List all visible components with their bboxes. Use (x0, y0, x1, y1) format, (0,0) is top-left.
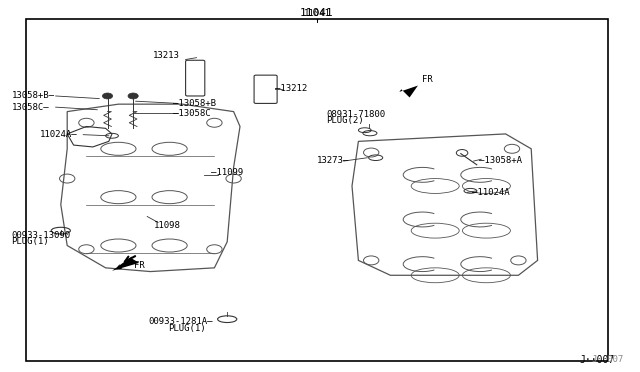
Text: —11024A: —11024A (472, 188, 510, 197)
Text: FR: FR (134, 262, 145, 270)
Text: —11099: —11099 (211, 169, 243, 177)
Text: 11041: 11041 (303, 9, 330, 18)
Text: 13058+B—: 13058+B— (12, 92, 54, 100)
Polygon shape (399, 86, 418, 97)
Polygon shape (112, 256, 140, 271)
Text: 13273—: 13273— (317, 156, 349, 165)
Circle shape (102, 93, 113, 99)
Text: 11098: 11098 (154, 221, 180, 230)
Text: —13212: —13212 (275, 84, 307, 93)
Text: PLUG(2): PLUG(2) (326, 116, 364, 125)
Text: 08931-71800: 08931-71800 (326, 110, 385, 119)
Text: 11024A—: 11024A— (40, 130, 77, 139)
Text: 00933-13090: 00933-13090 (12, 231, 70, 240)
Text: J··007: J··007 (579, 355, 614, 365)
Text: 13213: 13213 (153, 51, 180, 60)
Text: PLUG(1): PLUG(1) (168, 324, 205, 333)
Text: 11041: 11041 (300, 8, 333, 18)
Text: —13058+A: —13058+A (479, 156, 522, 165)
Text: J··007: J··007 (592, 355, 624, 364)
Text: 00933-1281A—: 00933-1281A— (148, 317, 213, 326)
Text: —13058+B: —13058+B (173, 99, 216, 108)
Text: FR: FR (422, 75, 433, 84)
Text: 13058C—: 13058C— (12, 103, 49, 112)
Text: PLUG(1): PLUG(1) (12, 237, 49, 246)
Text: —13058C: —13058C (173, 109, 211, 118)
Circle shape (128, 93, 138, 99)
